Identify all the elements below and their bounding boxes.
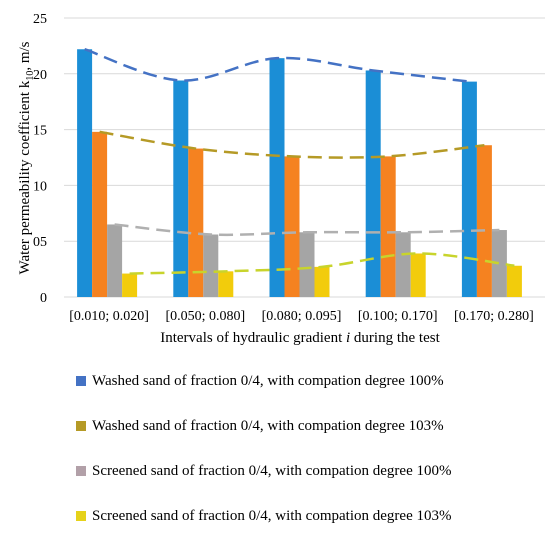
- bars: [77, 49, 522, 298]
- y-axis-title: Water permeability coefficient k10, m/s: [17, 41, 36, 274]
- bar: [491, 230, 507, 297]
- bar: [269, 58, 285, 298]
- bar: [203, 234, 219, 297]
- legend-swatch: [76, 466, 86, 476]
- trendline: [99, 130, 485, 159]
- bar: [173, 80, 189, 297]
- legend-item: Washed sand of fraction 0/4, with compat…: [76, 371, 444, 391]
- y-tick-label: 20: [33, 68, 47, 83]
- x-tick-label: [0.170; 0.280]: [454, 309, 534, 324]
- legend-item: Screened sand of fraction 0/4, with comp…: [76, 506, 451, 526]
- bar: [107, 224, 123, 297]
- y-tick-label: 10: [33, 179, 47, 194]
- legend-swatch: [76, 511, 86, 521]
- legend-label: Screened sand of fraction 0/4, with comp…: [92, 462, 452, 479]
- legend-swatch: [76, 376, 86, 386]
- legend-item: Washed sand of fraction 0/4, with compat…: [76, 416, 444, 436]
- x-tick-labels: [0.010; 0.020] [0.050; 0.080] [0.080; 0.09…: [69, 309, 534, 324]
- y-tick-label: 0: [40, 291, 47, 306]
- bar: [461, 81, 477, 297]
- legend-swatch: [76, 421, 86, 431]
- x-tick-label: [0.010; 0.020]: [69, 309, 149, 324]
- bar: [476, 145, 492, 297]
- x-tick-label: [0.050; 0.080]: [165, 309, 245, 324]
- bar: [299, 232, 315, 297]
- trendline: [114, 223, 500, 237]
- bar: [380, 156, 396, 297]
- bar: [218, 271, 234, 297]
- legend-label: Screened sand of fraction 0/4, with comp…: [92, 507, 452, 524]
- chart: 0 05 10 15 20 25 [0.010; 0.020] [0.050; 0.080]…: [17, 12, 545, 346]
- bar: [410, 253, 426, 297]
- y-tick-label: 15: [33, 124, 47, 139]
- y-tick-label: 25: [33, 12, 47, 27]
- trendline: [84, 48, 470, 83]
- y-tick-label: 05: [33, 235, 47, 250]
- bar: [92, 131, 108, 297]
- bar: [77, 49, 93, 297]
- x-tick-label: [0.080; 0.095]: [262, 309, 342, 324]
- bar: [506, 265, 522, 297]
- x-axis-title: Intervals of hydraulic gradient i during…: [160, 330, 440, 346]
- x-tick-label: [0.100; 0.170]: [358, 309, 438, 324]
- bar: [122, 273, 138, 297]
- legend-label: Washed sand of fraction 0/4, with compat…: [92, 372, 444, 389]
- legend-label: Washed sand of fraction 0/4, with compat…: [92, 417, 444, 434]
- bar: [188, 148, 204, 297]
- legend-item: Screened sand of fraction 0/4, with comp…: [76, 461, 451, 481]
- bar: [284, 156, 300, 297]
- bar: [395, 232, 411, 297]
- bar: [365, 70, 381, 298]
- bar: [314, 266, 330, 297]
- trendline: [129, 252, 515, 275]
- y-tick-labels: 0 05 10 15 20 25: [33, 12, 47, 306]
- trendlines: [84, 48, 515, 275]
